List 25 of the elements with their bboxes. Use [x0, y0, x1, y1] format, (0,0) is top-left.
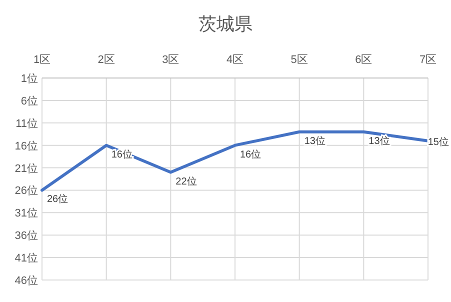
y-tick-label: 1位: [20, 73, 38, 85]
y-tick-label: 36位: [14, 230, 38, 242]
x-tick-label: 1区: [33, 54, 51, 66]
x-tick-label: 7区: [419, 54, 437, 66]
y-tick-label: 6位: [20, 95, 38, 108]
data-label: 16位: [240, 148, 262, 160]
x-tick-label: 2区: [98, 54, 115, 66]
x-tick-label: 6区: [355, 54, 372, 66]
x-tick-label: 3区: [162, 54, 180, 66]
data-label: 26位: [47, 193, 68, 206]
y-tick-label: 11位: [16, 118, 38, 130]
y-tick-label: 16位: [14, 140, 38, 152]
line-series: [40, 130, 430, 192]
data-label: 13位: [304, 134, 326, 147]
data-label: 22位: [176, 175, 197, 188]
y-tick-label: 26位: [14, 185, 38, 198]
y-tick-label: 46位: [14, 275, 38, 287]
data-label: 13位: [368, 134, 390, 147]
y-tick-label: 21位: [14, 162, 38, 175]
y-tick-label: 41位: [14, 252, 38, 265]
data-label: 15位: [428, 136, 449, 148]
chart-title: 茨城県: [198, 14, 252, 34]
x-tick-label: 4区: [226, 54, 244, 66]
x-tick-label: 5区: [290, 54, 308, 66]
y-tick-label: 31位: [14, 208, 38, 220]
